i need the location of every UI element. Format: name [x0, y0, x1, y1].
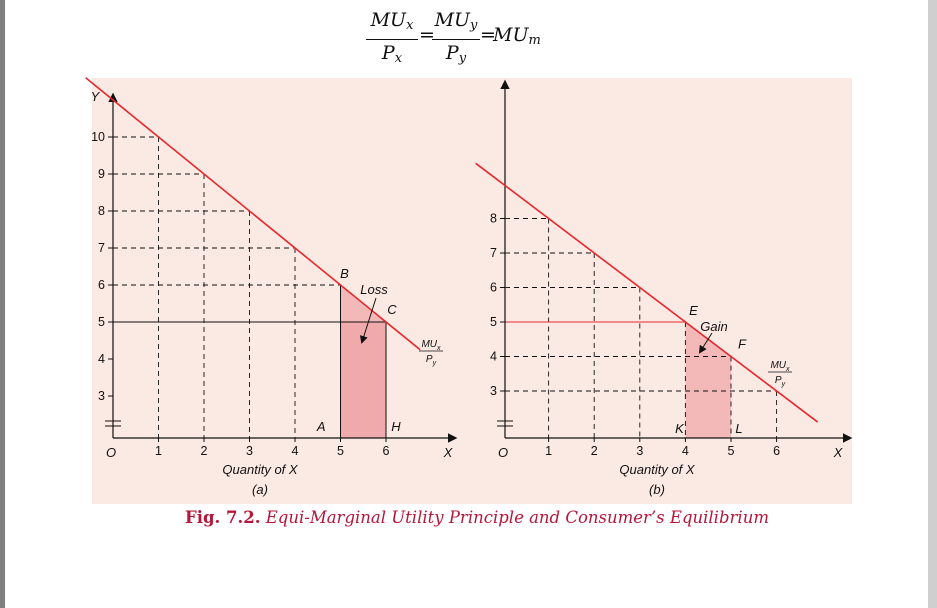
y-tick-label: 7: [490, 246, 497, 260]
formula-mum-sub: m: [528, 33, 541, 48]
curve-label-num-sub: x: [436, 345, 441, 352]
y-tick-label: 6: [490, 281, 497, 295]
mu-px-curve: [475, 162, 819, 423]
curve-label-den-main: P: [426, 354, 433, 365]
x-tick-label: 5: [728, 444, 735, 458]
formula-mum: MUm: [493, 24, 541, 48]
mu-px-curve: [85, 77, 421, 351]
shade-arrow: [698, 332, 713, 354]
point-label-B: B: [340, 266, 349, 281]
curve-label-num-sub: x: [785, 366, 790, 373]
formula-equals-2: =: [480, 24, 496, 46]
point-label-H: H: [391, 419, 401, 434]
y-tick-label: 9: [98, 167, 105, 181]
curve-label-num: MUx: [421, 339, 441, 352]
caption-text: Equi-Marginal Utility Principle and Cons…: [265, 508, 769, 527]
shade-label: Loss: [360, 282, 388, 297]
y-tick-label: 4: [490, 350, 497, 364]
shade-arrow: [360, 297, 377, 344]
chart-sublabel: (a): [252, 482, 268, 497]
curve-label-den: Py: [775, 375, 786, 388]
chart-sublabel: (b): [649, 482, 665, 497]
x-tick-label: 3: [246, 444, 253, 458]
y-tick-label: 5: [490, 315, 497, 329]
caption-fig-number: Fig. 7.2.: [185, 508, 261, 527]
curve-label-num-main: MU: [770, 360, 786, 371]
formula-fraction-x: MUx Px: [366, 8, 418, 72]
figure-caption: Fig. 7.2. Equi-Marginal Utility Principl…: [92, 508, 862, 527]
formula-mux: MU: [370, 9, 407, 31]
x-tick-label: 2: [591, 444, 598, 458]
point-label-A: A: [316, 419, 326, 434]
x-axis-label: X: [443, 445, 454, 460]
formula-px: P: [381, 42, 395, 64]
origin-label: O: [106, 445, 116, 460]
point-label-L: L: [735, 421, 742, 436]
equi-marginal-formula: MUx Px = MUy Py = MUm: [356, 6, 576, 68]
window-left-edge: [0, 0, 5, 608]
y-tick-label: 8: [98, 204, 105, 218]
formula-px-sub: x: [394, 51, 403, 66]
point-label-E: E: [689, 303, 698, 318]
curve-label-den: Py: [426, 354, 437, 367]
x-title: Quantity of X: [619, 462, 695, 477]
x-tick-label: 1: [155, 444, 162, 458]
gain-area-shade: [685, 322, 731, 438]
x-tick-label: 6: [773, 444, 780, 458]
origin-label: O: [498, 445, 508, 460]
x-tick-label: 4: [292, 444, 299, 458]
curve-label-num-main: MU: [421, 339, 437, 350]
formula-fraction-y: MUy Py: [432, 8, 480, 72]
x-tick-label: 1: [545, 444, 552, 458]
x-tick-label: 4: [682, 444, 689, 458]
x-tick-label: 5: [337, 444, 344, 458]
formula-py: P: [445, 42, 459, 64]
formula-muy-sub: y: [470, 18, 478, 33]
curve-label-den-sub: y: [781, 381, 786, 388]
formula-equals-1: =: [419, 24, 435, 46]
y-tick-label: 5: [98, 315, 105, 329]
y-axis-label: Y: [91, 89, 101, 104]
window-scrollbar[interactable]: [928, 0, 937, 608]
x-tick-label: 6: [383, 444, 390, 458]
formula-py-sub: y: [458, 51, 467, 66]
y-tick-label: 8: [490, 212, 497, 226]
formula-muy: MU: [434, 9, 471, 31]
x-tick-label: 2: [201, 444, 208, 458]
x-title: Quantity of X: [222, 462, 298, 477]
y-tick-label: 10: [91, 130, 105, 144]
y-tick-label: 3: [490, 384, 497, 398]
formula-mum-text: MU: [493, 24, 529, 46]
curve-label-den-main: P: [775, 375, 782, 386]
point-label-C: C: [387, 302, 397, 317]
x-tick-label: 3: [636, 444, 643, 458]
curve-label-num: MUx: [770, 360, 790, 373]
curve-label-den-sub: y: [432, 360, 437, 367]
y-tick-label: 7: [98, 241, 105, 255]
x-axis-label: X: [833, 445, 844, 460]
formula-mux-sub: x: [406, 18, 414, 33]
shade-label: Gain: [700, 319, 727, 334]
y-tick-label: 3: [98, 389, 105, 403]
point-label-F: F: [738, 337, 747, 352]
point-label-K: K: [675, 421, 685, 436]
y-tick-label: 6: [98, 278, 105, 292]
y-tick-label: 4: [98, 352, 105, 366]
